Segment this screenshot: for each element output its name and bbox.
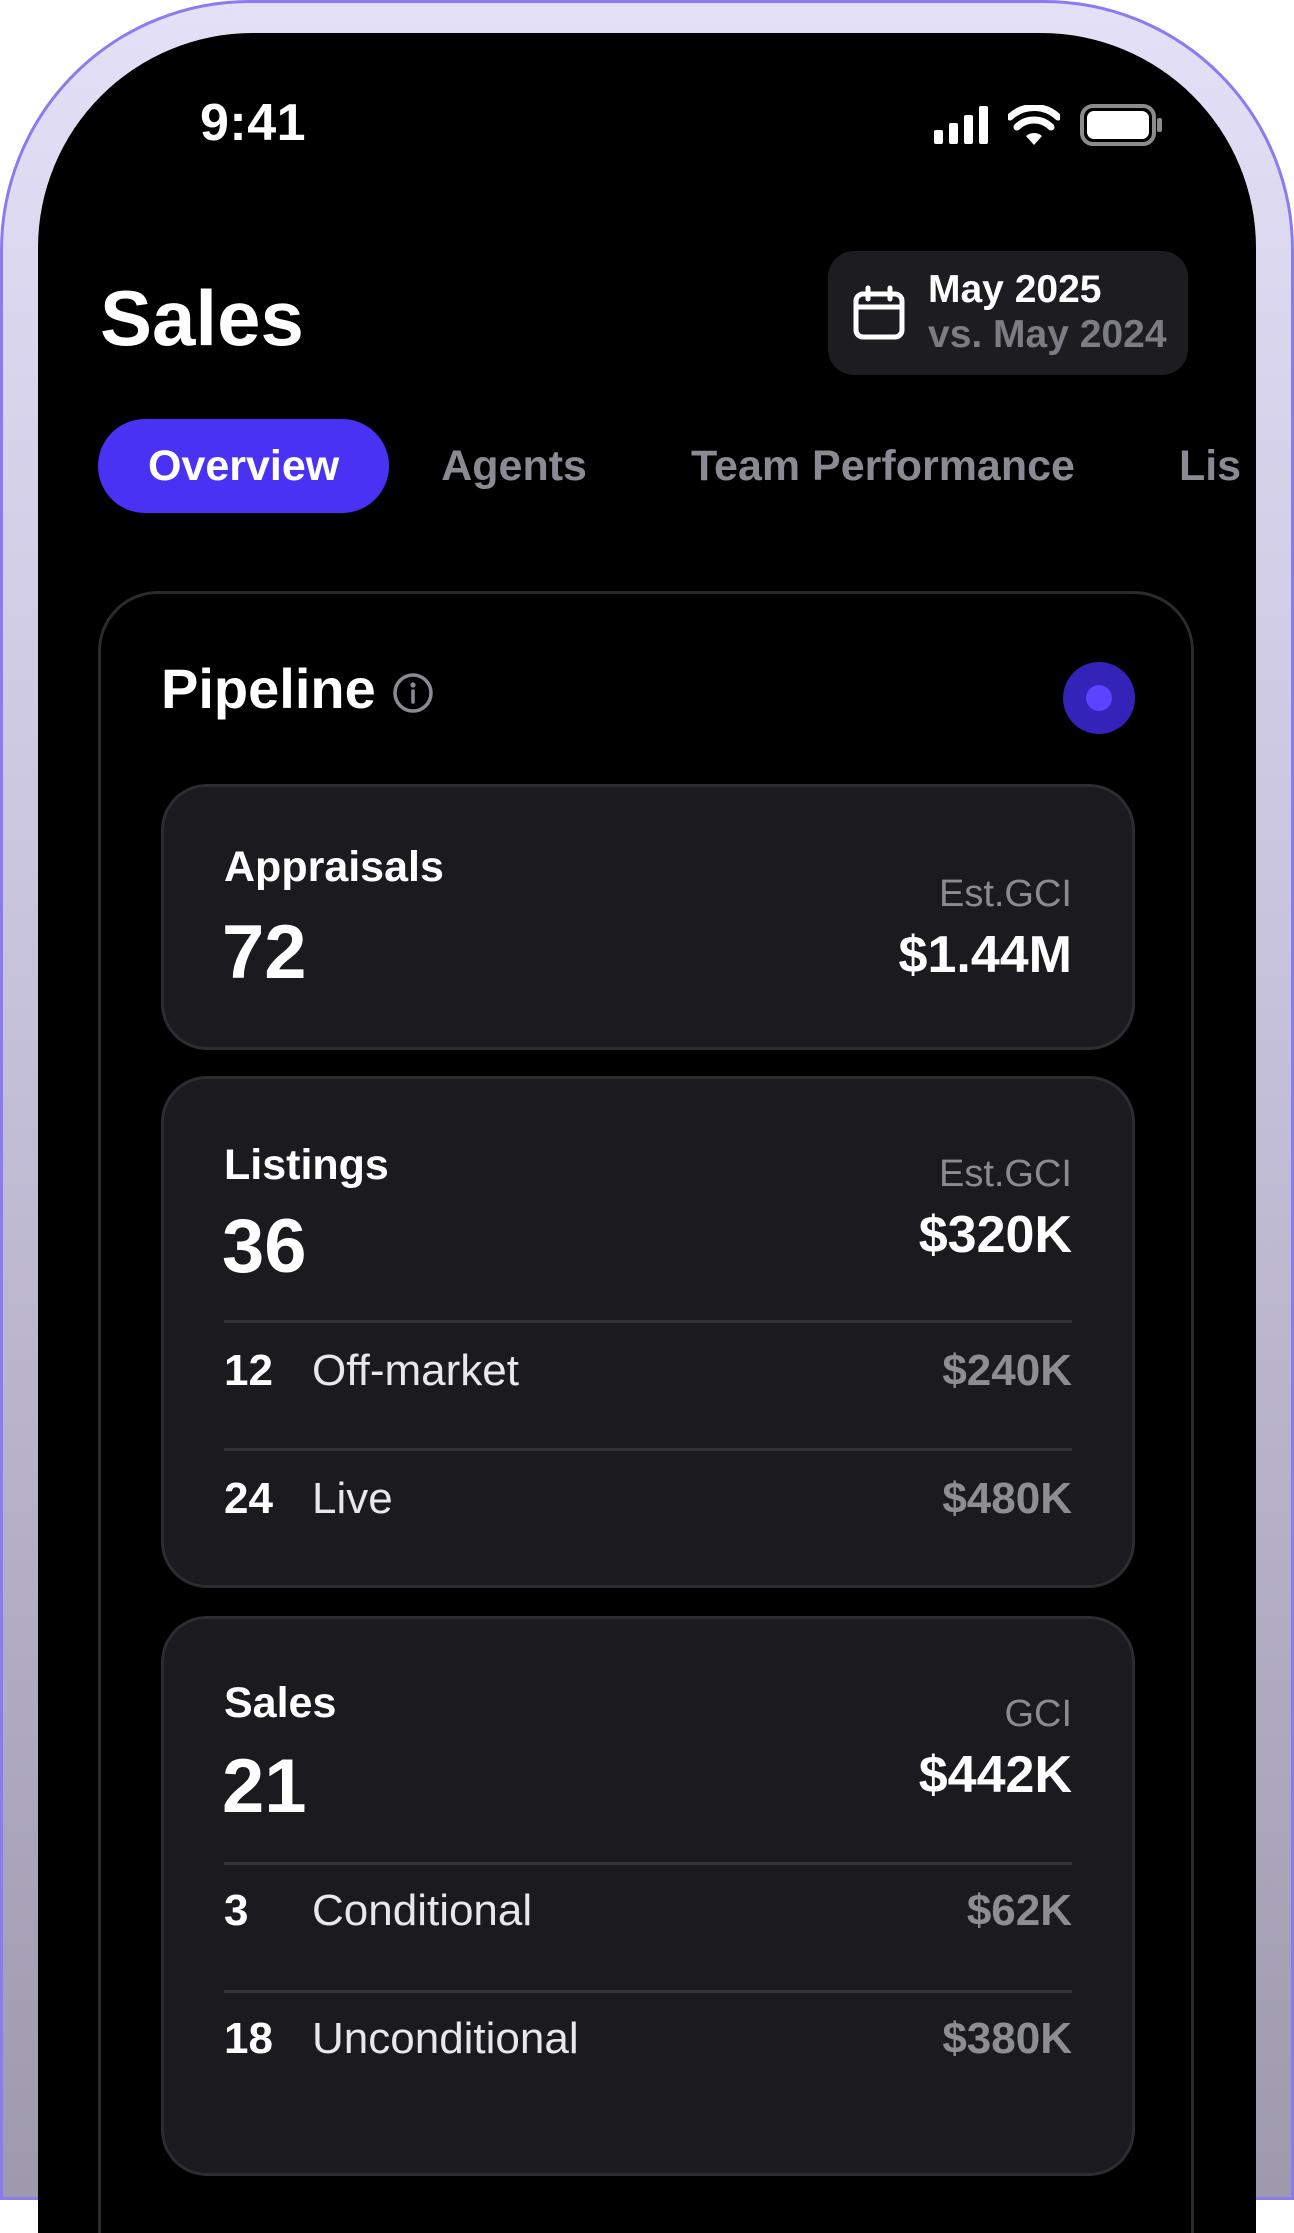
tab-agents[interactable]: Agents <box>441 441 587 490</box>
pipeline-title: Pipeline <box>161 657 376 720</box>
row-label: Conditional <box>312 1886 533 1935</box>
info-icon[interactable] <box>391 671 435 715</box>
row-value: $62K <box>966 1886 1072 1935</box>
status-time: 9:41 <box>200 94 307 152</box>
row-value: $480K <box>942 1474 1072 1523</box>
row-label: Live <box>312 1474 393 1523</box>
listings-label: Listings <box>224 1141 389 1189</box>
appraisals-gci-value: $1.44M <box>898 926 1072 984</box>
tab-overview[interactable]: Overview <box>98 419 390 513</box>
row-label: Unconditional <box>312 2014 579 2063</box>
appraisals-gci-label: Est.GCI <box>938 873 1072 915</box>
listings-count: 36 <box>222 1204 307 1289</box>
divider <box>224 1320 1072 1323</box>
row-count: 24 <box>224 1474 273 1523</box>
sales-row-conditional[interactable]: 3 Conditional $62K <box>224 1881 1072 1941</box>
appraisals-label: Appraisals <box>224 843 444 891</box>
date-primary: May 2025 <box>928 268 1102 312</box>
divider <box>224 1862 1072 1865</box>
listings-card[interactable]: Listings 36 Est.GCI $320K 12 Off-market … <box>161 1076 1135 1588</box>
row-count: 18 <box>224 2014 273 2063</box>
calendar-icon <box>853 285 905 340</box>
sales-label: Sales <box>224 1679 337 1727</box>
listings-row-off-market[interactable]: 12 Off-market $240K <box>224 1341 1072 1401</box>
divider <box>224 1990 1072 1993</box>
row-label: Off-market <box>312 1346 520 1395</box>
app-screen: 9:41 Sales May 2025 <box>38 33 1256 2233</box>
listings-gci-label: Est.GCI <box>938 1153 1072 1195</box>
date-range-text: May 2025 vs. May 2024 <box>928 268 1167 358</box>
listings-gci-value: $320K <box>918 1206 1072 1264</box>
sales-count: 21 <box>222 1744 307 1829</box>
sales-gci-value: $442K <box>918 1746 1072 1804</box>
row-count: 12 <box>224 1346 273 1395</box>
date-range-selector[interactable]: May 2025 vs. May 2024 <box>828 251 1188 375</box>
tab-listings[interactable]: Lis <box>1178 441 1242 490</box>
sales-row-unconditional[interactable]: 18 Unconditional $380K <box>224 2009 1072 2069</box>
status-icons <box>934 103 1164 147</box>
live-indicator-icon[interactable] <box>1063 662 1135 734</box>
row-value: $240K <box>942 1346 1072 1395</box>
appraisals-count: 72 <box>222 910 307 995</box>
wifi-icon <box>1008 105 1060 145</box>
pipeline-card: Pipeline Appraisals 72 Est.GCI $1.44M Li… <box>98 591 1194 2233</box>
tab-bar: Overview Agents Team Performance Lis <box>98 419 1256 513</box>
signal-icon <box>934 106 988 144</box>
sales-card[interactable]: Sales 21 GCI $442K 3 Conditional $62K 18… <box>161 1616 1135 2176</box>
listings-row-live[interactable]: 24 Live $480K <box>224 1469 1072 1529</box>
tab-team-performance[interactable]: Team Performance <box>690 441 1075 490</box>
row-value: $380K <box>942 2014 1072 2063</box>
appraisals-card[interactable]: Appraisals 72 Est.GCI $1.44M <box>161 784 1135 1050</box>
battery-icon <box>1080 104 1164 146</box>
date-comparison: vs. May 2024 <box>928 313 1167 356</box>
row-count: 3 <box>224 1886 249 1935</box>
sales-gci-label: GCI <box>1004 1693 1072 1735</box>
page-title: Sales <box>100 274 304 362</box>
divider <box>224 1448 1072 1451</box>
